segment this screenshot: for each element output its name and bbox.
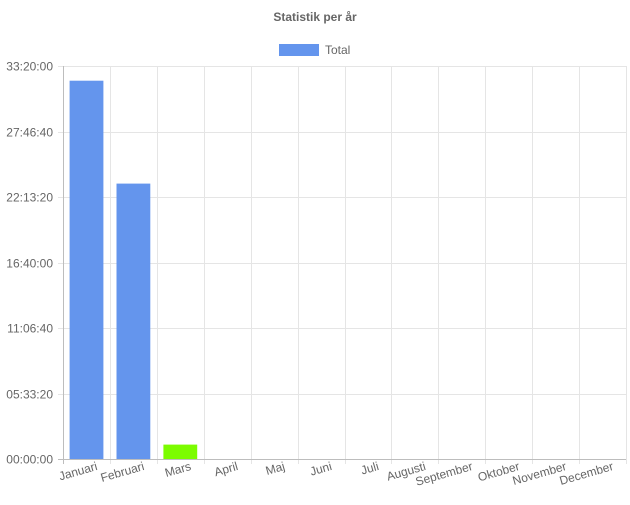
- axes: [58, 66, 626, 464]
- chart-title: Statistik per år: [273, 10, 357, 24]
- y-tick-label: 00:00:00: [6, 453, 53, 467]
- x-axis-tick-labels: Januari Februari Mars April Maj Juni Juli Augus…: [57, 459, 615, 489]
- y-tick-label: 22:13:20: [6, 191, 53, 205]
- legend-label-total[interactable]: Total: [325, 43, 350, 57]
- y-axis-tick-labels: 00:00:00 05:33:20 11:06:40 16:40:00 22:13:20…: [6, 60, 53, 467]
- y-tick-label: 11:06:40: [7, 322, 53, 336]
- x-tick-label: Juni: [308, 459, 333, 479]
- grid: [58, 66, 627, 464]
- x-tick-label: April: [213, 459, 240, 479]
- y-tick-label: 33:20:00: [6, 60, 53, 74]
- bar-februari[interactable]: [116, 183, 151, 459]
- legend[interactable]: Total: [279, 43, 350, 57]
- bar-mars[interactable]: [163, 444, 198, 459]
- x-tick-label: Februari: [99, 459, 146, 485]
- x-tick-label: Maj: [264, 459, 286, 478]
- y-tick-label: 16:40:00: [6, 257, 53, 271]
- legend-swatch-total[interactable]: [279, 44, 319, 56]
- y-tick-label: 27:46:40: [6, 126, 53, 140]
- x-tick-label: Mars: [163, 459, 192, 480]
- x-tick-label: Juli: [359, 459, 380, 477]
- bar-januari[interactable]: [69, 80, 104, 459]
- x-tick-label: December: [558, 459, 615, 488]
- y-tick-label: 05:33:20: [6, 388, 53, 402]
- bars: [69, 80, 198, 459]
